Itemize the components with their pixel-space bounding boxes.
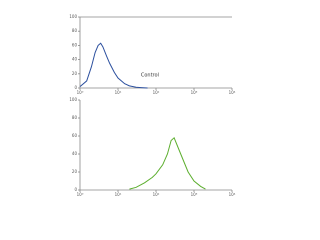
y-tick-label: 20	[72, 71, 78, 76]
y-tick-label: 60	[72, 133, 78, 138]
y-tick-label: 100	[69, 14, 77, 19]
y-tick-label: 80	[72, 115, 78, 120]
x-tick-label: 10³	[191, 90, 198, 95]
x-tick-label: 10²	[153, 192, 160, 197]
x-tick-label: 10⁰	[77, 192, 84, 197]
histogram-line	[129, 136, 206, 190]
x-tick-label: 10³	[191, 192, 198, 197]
x-tick-label: 10²	[153, 90, 160, 95]
x-tick-label: 10¹	[115, 90, 122, 95]
y-tick-label: 100	[69, 97, 77, 102]
x-tick-label: 10⁰	[77, 90, 84, 95]
y-tick-label: 0	[74, 187, 77, 192]
x-tick-label: 10¹	[115, 192, 122, 197]
x-tick-label: 10⁴	[229, 192, 236, 197]
y-tick-label: 80	[72, 28, 78, 33]
y-tick-label: 40	[72, 151, 78, 156]
y-tick-label: 0	[74, 85, 77, 90]
y-tick-label: 20	[72, 169, 78, 174]
histogram-line	[79, 42, 148, 89]
y-tick-label: 60	[72, 42, 78, 47]
y-tick-label: 40	[72, 57, 78, 62]
annotation: Control	[141, 73, 159, 79]
x-tick-label: 10⁴	[229, 90, 236, 95]
